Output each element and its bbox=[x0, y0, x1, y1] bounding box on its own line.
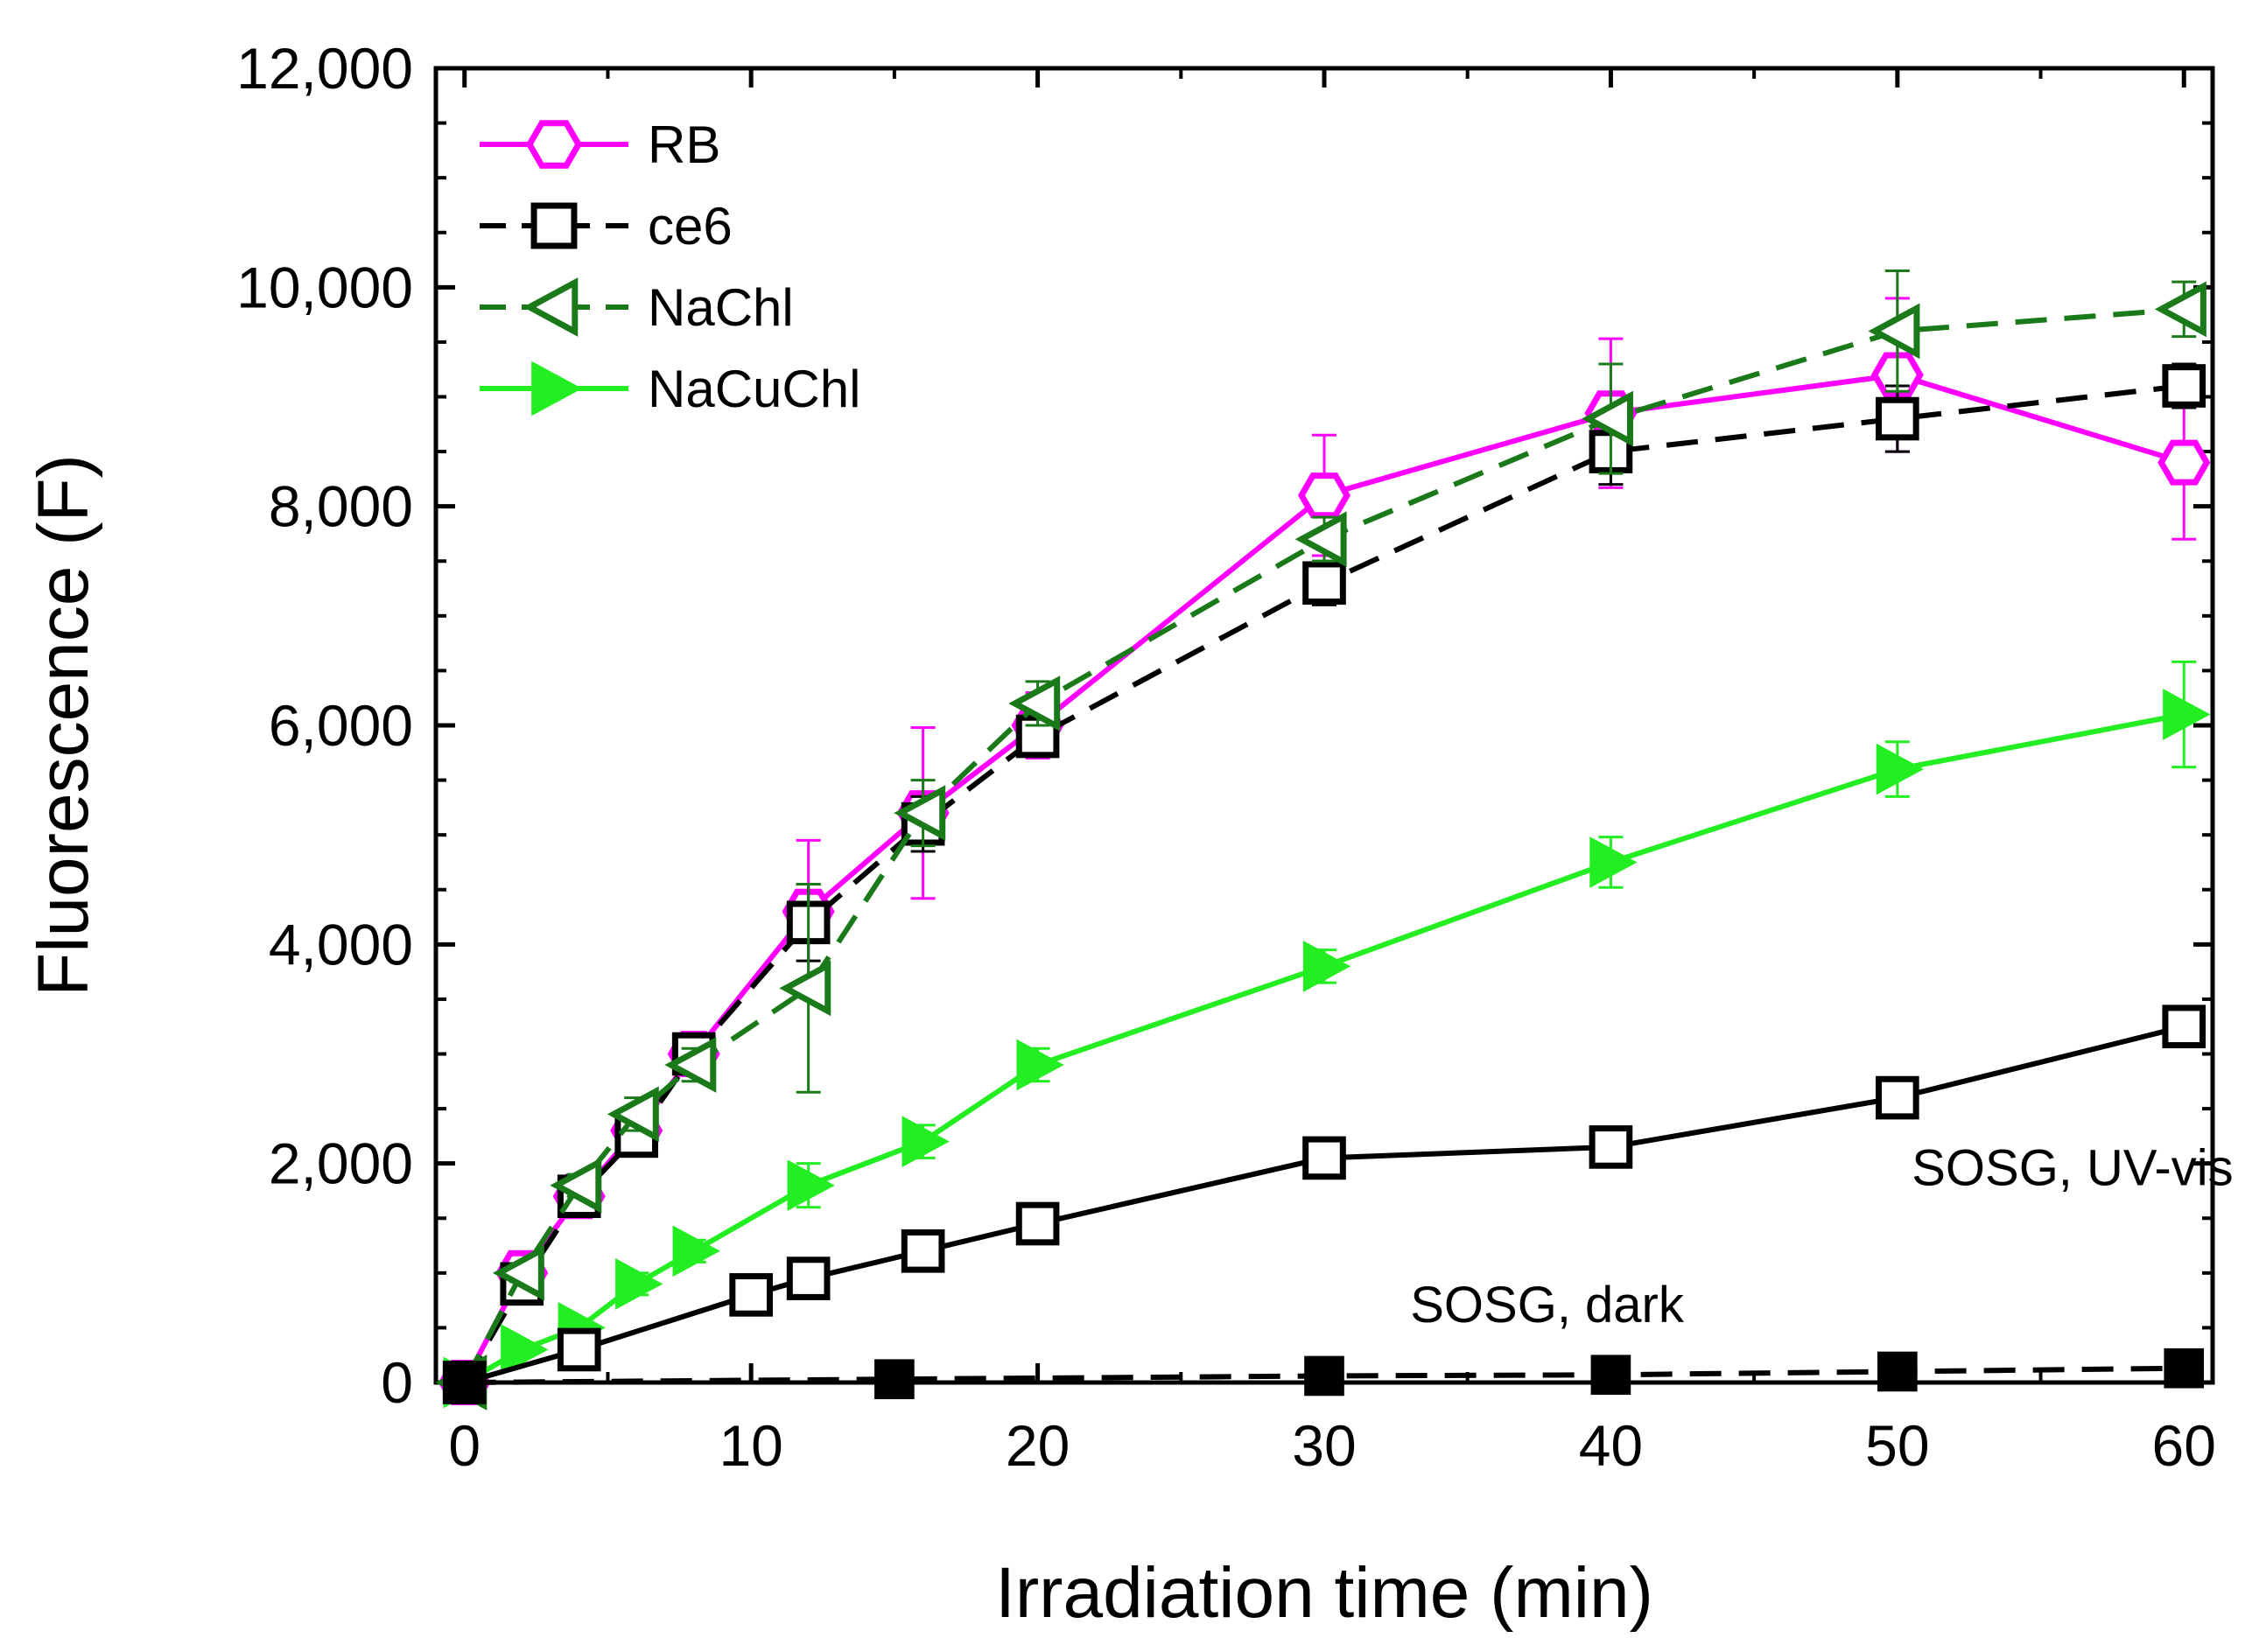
series-line bbox=[463, 1024, 2185, 1385]
data-point bbox=[2164, 1348, 2205, 1389]
legend-marker bbox=[531, 360, 583, 416]
legend-item-nacuchl: NaCuChl bbox=[480, 360, 860, 418]
data-point bbox=[1876, 743, 1925, 795]
data-point bbox=[1868, 303, 1920, 360]
x-tick-label: 10 bbox=[719, 1413, 782, 1478]
legend-item-rb: RB bbox=[480, 116, 720, 174]
series-line bbox=[463, 711, 2185, 1385]
data-point bbox=[492, 1244, 544, 1301]
legend-item-ce6: ce6 bbox=[480, 197, 733, 256]
data-point bbox=[2162, 1004, 2206, 1049]
series-sosg-uv-vis bbox=[442, 1004, 2206, 1404]
legend-label: RB bbox=[648, 116, 720, 174]
y-axis-title: Fluorescence (F) bbox=[24, 454, 103, 997]
y-tick-label: 10,000 bbox=[236, 255, 413, 319]
y-tick-label: 2,000 bbox=[269, 1131, 413, 1196]
data-point bbox=[1008, 676, 1061, 732]
annotation: SOSG, UV-vis bbox=[1912, 1140, 2233, 1197]
data-point bbox=[2162, 364, 2206, 408]
legend-label: ce6 bbox=[648, 197, 733, 256]
legend-label: NaCuChl bbox=[648, 360, 860, 418]
series-group bbox=[435, 270, 2211, 1410]
series-sosg-dark bbox=[444, 1348, 2205, 1403]
x-tick-label: 40 bbox=[1579, 1413, 1643, 1478]
annotation: SOSG, dark bbox=[1410, 1277, 1685, 1334]
data-point bbox=[902, 1116, 950, 1167]
data-point bbox=[1297, 472, 1351, 519]
x-tick-label: 20 bbox=[1006, 1413, 1070, 1478]
data-point bbox=[444, 1362, 485, 1403]
data-point bbox=[1876, 1075, 1919, 1120]
data-point bbox=[2163, 689, 2211, 740]
data-point bbox=[501, 1324, 549, 1376]
data-point bbox=[779, 960, 831, 1017]
data-point bbox=[615, 1257, 663, 1310]
x-tick-label: 60 bbox=[2152, 1413, 2216, 1478]
data-point bbox=[1304, 1355, 1344, 1396]
data-point bbox=[894, 785, 946, 842]
x-tick-label: 30 bbox=[1292, 1413, 1356, 1478]
data-point bbox=[1877, 1351, 1918, 1392]
data-point bbox=[1302, 561, 1346, 606]
legend-marker bbox=[530, 202, 578, 249]
legend-marker bbox=[525, 120, 583, 169]
series-rb bbox=[438, 297, 2211, 1405]
series-line bbox=[464, 1365, 2185, 1385]
series-line bbox=[462, 306, 2185, 1384]
data-point bbox=[557, 1327, 601, 1372]
data-point bbox=[1302, 1136, 1346, 1180]
data-point bbox=[1015, 1201, 1060, 1246]
data-point bbox=[664, 1037, 717, 1093]
y-tick-label: 12,000 bbox=[236, 36, 413, 101]
legend-label: NaChl bbox=[648, 278, 794, 337]
data-point bbox=[1294, 511, 1347, 568]
data-point bbox=[672, 1225, 720, 1278]
data-point bbox=[1590, 1354, 1631, 1396]
data-point bbox=[1016, 1039, 1064, 1091]
data-point bbox=[1589, 836, 1638, 888]
data-point bbox=[2157, 439, 2211, 486]
data-point bbox=[1876, 396, 1919, 441]
legend: RB ce6 NaChl NaCuChl bbox=[480, 116, 860, 418]
labels-group: 0 10 20 30 40 50 60 0 2,000 4,000 6,000 8,000 10,000… bbox=[24, 36, 2234, 1633]
data-point bbox=[1589, 1125, 1633, 1169]
x-tick-label: 0 bbox=[448, 1413, 481, 1478]
data-point bbox=[786, 1256, 831, 1300]
data-point bbox=[729, 1273, 773, 1317]
data-point bbox=[550, 1157, 602, 1214]
y-tick-label: 6,000 bbox=[269, 693, 413, 758]
x-tick-label: 50 bbox=[1865, 1413, 1929, 1478]
legend-marker bbox=[523, 277, 579, 337]
data-point bbox=[1302, 941, 1351, 992]
data-point bbox=[787, 1159, 835, 1212]
data-point bbox=[2154, 281, 2206, 338]
y-tick-label: 4,000 bbox=[269, 912, 413, 976]
data-point bbox=[874, 1359, 915, 1400]
y-tick-label: 0 bbox=[381, 1350, 413, 1415]
x-axis-title: Irradiation time (min) bbox=[995, 1553, 1653, 1633]
legend-item-nachl: NaChl bbox=[480, 277, 794, 337]
y-tick-label: 8,000 bbox=[269, 474, 413, 539]
series-nachl bbox=[435, 270, 2206, 1410]
data-point bbox=[1582, 390, 1634, 447]
data-point bbox=[901, 1228, 945, 1273]
data-point bbox=[607, 1086, 659, 1143]
